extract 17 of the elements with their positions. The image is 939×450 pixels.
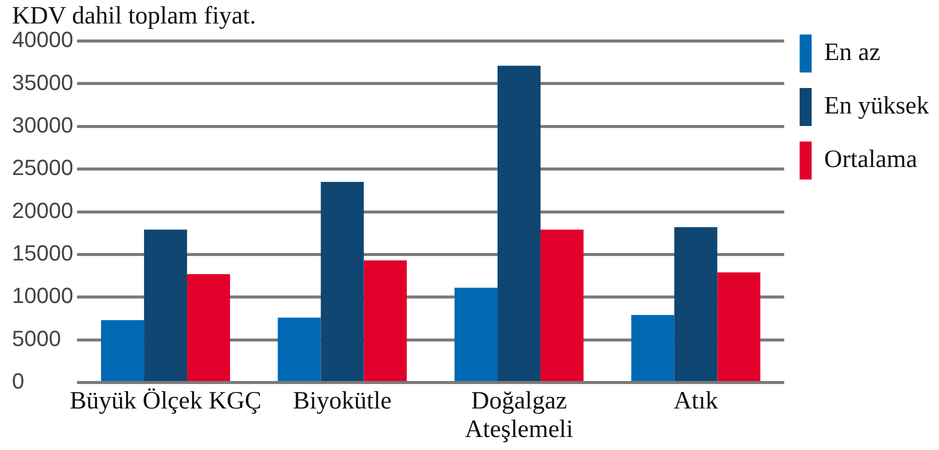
- y-tick-label: 30000: [12, 112, 74, 138]
- y-tick-label: 20000: [12, 198, 74, 223]
- x-tick-label: Biyokütle: [292, 387, 392, 414]
- y-tick-label: 15000: [12, 240, 74, 266]
- y-tick-label: 35000: [12, 70, 74, 95]
- x-tick-label: Doğalgaz Ateşlemeli: [464, 387, 574, 444]
- x-tick-label: Atık: [674, 387, 718, 414]
- chart-title: KDV dahil toplam fiyat.: [12, 2, 256, 30]
- y-tick-label: 0: [12, 368, 24, 394]
- y-tick-label: 40000: [12, 27, 74, 52]
- legend-label: En az: [824, 39, 880, 66]
- x-tick-label: Büyük Ölçek KGÇ: [70, 387, 262, 414]
- y-tick-label: 25000: [12, 155, 74, 180]
- legend-label: Ortalama: [824, 146, 918, 174]
- legend-label: En yüksek: [824, 92, 930, 120]
- y-tick-label: 10000: [12, 283, 74, 308]
- y-tick-label: 5000: [12, 326, 61, 351]
